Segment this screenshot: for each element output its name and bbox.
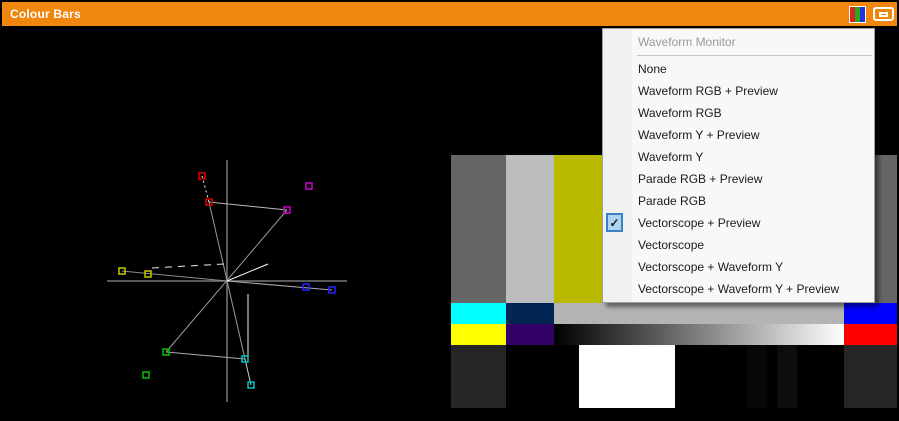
menu-item-vectorscope-preview[interactable]: ✓ Vectorscope + Preview	[603, 212, 874, 234]
menu-item-parade-rgb-preview[interactable]: Parade RGB + Preview	[603, 168, 874, 190]
menu-item-label: Waveform Y	[638, 150, 704, 164]
rgb-green-stripe	[855, 6, 860, 22]
vectorscope-target-red-inner	[205, 198, 213, 206]
pattern-rect	[451, 324, 506, 345]
menu-item-list: None Waveform RGB + Preview Waveform RGB Wa…	[603, 58, 874, 300]
pattern-rect	[675, 345, 747, 408]
vectorscope-target-yellow-outer	[118, 267, 126, 275]
vectorscope-trace	[121, 270, 228, 282]
rgb-blue-stripe	[860, 6, 865, 22]
titlebar-buttons	[849, 2, 894, 26]
menu-item-vectorscope-waveform-y[interactable]: Vectorscope + Waveform Y	[603, 256, 874, 278]
waveform-monitor-menu: Waveform Monitor None Waveform RGB + Prev…	[602, 28, 875, 303]
vectorscope-target-cyan-outer	[247, 381, 255, 389]
vectorscope-target-green-inner	[162, 348, 170, 356]
menu-separator	[637, 55, 872, 56]
vectorscope-trace	[201, 175, 210, 203]
pattern-rect	[451, 345, 506, 408]
vectorscope-trace	[165, 351, 246, 360]
monitor-layout-icon[interactable]	[873, 7, 894, 21]
monitor-inner-screen	[879, 11, 888, 17]
menu-item-label: Parade RGB	[638, 194, 707, 208]
menu-item-parade-rgb[interactable]: Parade RGB	[603, 190, 874, 212]
menu-header: Waveform Monitor	[638, 35, 736, 49]
pattern-rect	[451, 303, 506, 324]
pattern-rect	[579, 345, 675, 408]
pattern-rect	[554, 324, 844, 345]
pattern-rect	[844, 345, 897, 408]
pattern-rect	[844, 324, 897, 345]
titlebar[interactable]: Colour Bars	[2, 2, 897, 26]
pattern-rect	[767, 345, 777, 408]
window-title: Colour Bars	[10, 7, 81, 21]
menu-item-waveform-y[interactable]: Waveform Y	[603, 146, 874, 168]
menu-item-label: Vectorscope	[638, 238, 705, 252]
pattern-rect	[506, 155, 554, 303]
menu-item-none[interactable]: None	[603, 58, 874, 80]
vectorscope-trace	[151, 263, 225, 269]
pattern-rect	[506, 324, 554, 345]
vectorscope-target-green-outer	[142, 371, 150, 379]
vectorscope-target-magenta-inner	[283, 206, 291, 214]
menu-item-waveform-rgb-preview[interactable]: Waveform RGB + Preview	[603, 80, 874, 102]
menu-item-label: Vectorscope + Preview	[638, 216, 761, 230]
menu-item-label: Waveform RGB	[638, 106, 722, 120]
pattern-rect	[797, 345, 844, 408]
pattern-rect	[844, 303, 897, 324]
pattern-rect	[506, 345, 579, 408]
vectorscope-target-blue-outer	[328, 286, 336, 294]
menu-item-label: Vectorscope + Waveform Y	[638, 260, 784, 274]
menu-item-waveform-y-preview[interactable]: Waveform Y + Preview	[603, 124, 874, 146]
checkmark-icon: ✓	[606, 213, 623, 232]
vectorscope-target-cyan-inner	[241, 355, 249, 363]
menu-item-vectorscope[interactable]: Vectorscope	[603, 234, 874, 256]
menu-icon-gutter	[603, 29, 632, 302]
vectorscope-target-red-outer	[198, 172, 206, 180]
pattern-rect	[554, 303, 844, 324]
vectorscope-trace	[208, 201, 288, 211]
menu-item-label: Vectorscope + Waveform Y + Preview	[638, 282, 840, 296]
menu-item-label: None	[638, 62, 667, 76]
rgb-red-stripe	[850, 6, 855, 22]
menu-item-label: Waveform RGB + Preview	[638, 84, 778, 98]
pattern-rect	[554, 155, 602, 303]
pattern-rect	[451, 155, 506, 303]
pattern-rect	[506, 303, 554, 324]
pattern-rect	[747, 345, 767, 408]
vectorscope-trace	[226, 280, 333, 291]
vectorscope-target-yellow-inner	[144, 270, 152, 278]
pattern-rect	[777, 345, 797, 408]
vectorscope-target-magenta-outer	[305, 182, 313, 190]
vectorscope-target-blue-inner	[302, 283, 310, 291]
menu-item-waveform-rgb[interactable]: Waveform RGB	[603, 102, 874, 124]
menu-item-vectorscope-waveform-y-preview[interactable]: Vectorscope + Waveform Y + Preview	[603, 278, 874, 300]
vectorscope-trace	[244, 358, 252, 386]
menu-item-label: Waveform Y + Preview	[638, 128, 760, 142]
menu-item-label: Parade RGB + Preview	[638, 172, 763, 186]
rgb-channels-icon[interactable]	[849, 5, 866, 23]
vectorscope-trace	[226, 263, 269, 282]
